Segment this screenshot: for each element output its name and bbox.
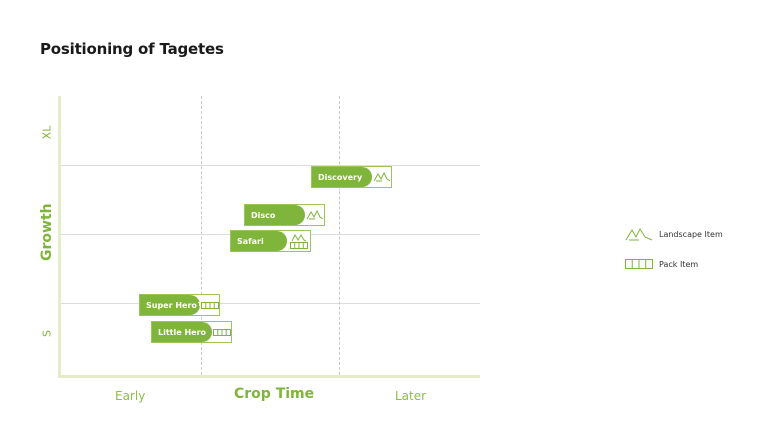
landscape-icon [372,167,391,187]
variety-little-hero: Little Hero [151,321,232,343]
landscape-pack-icon [287,231,310,251]
x-tick-early: Early [115,389,146,403]
variety-label: Little Hero [152,322,212,342]
x-axis-line [58,375,480,378]
chart-title: Positioning of Tagetes [40,40,224,58]
x-axis-title: Crop Time [234,386,315,402]
landscape-icon [625,227,655,241]
variety-label: Discovery [312,167,372,187]
pack-icon [625,259,655,269]
variety-super-hero: Super Hero TM [139,294,220,316]
variety-name: Safari [237,236,264,246]
pack-icon [212,322,231,342]
variety-label: Super Hero TM [140,295,206,315]
landscape-icon [305,205,324,225]
pack-icon [200,295,219,315]
grid-line-vertical [201,96,202,375]
variety-disco: Disco [244,204,325,226]
grid-line-vertical [339,96,340,375]
legend-item-pack: Pack Item [625,256,723,272]
variety-label: Disco [245,205,305,225]
variety-name: Little Hero [158,327,207,337]
y-tick-xl: XL [40,125,54,140]
grid-line-horizontal [61,165,480,166]
y-tick-s: S [40,330,54,337]
x-tick-later: Later [395,389,427,403]
variety-label: Safari [231,231,287,251]
y-axis-title: Growth [39,203,55,261]
variety-discovery: Discovery [311,166,392,188]
variety-name: Discovery [318,172,363,182]
grid-line-horizontal [61,303,480,304]
legend-item-landscape: Landscape Item [625,226,723,242]
variety-safari: Safari [230,230,311,252]
variety-name: Super Hero [146,300,197,310]
legend-label: Landscape Item [659,229,723,239]
variety-name: Disco [251,210,276,220]
legend-label: Pack Item [659,259,699,269]
trademark: TM [197,302,207,308]
y-axis-line [58,96,61,377]
chart-legend: Landscape Item Pack Item [625,226,723,286]
